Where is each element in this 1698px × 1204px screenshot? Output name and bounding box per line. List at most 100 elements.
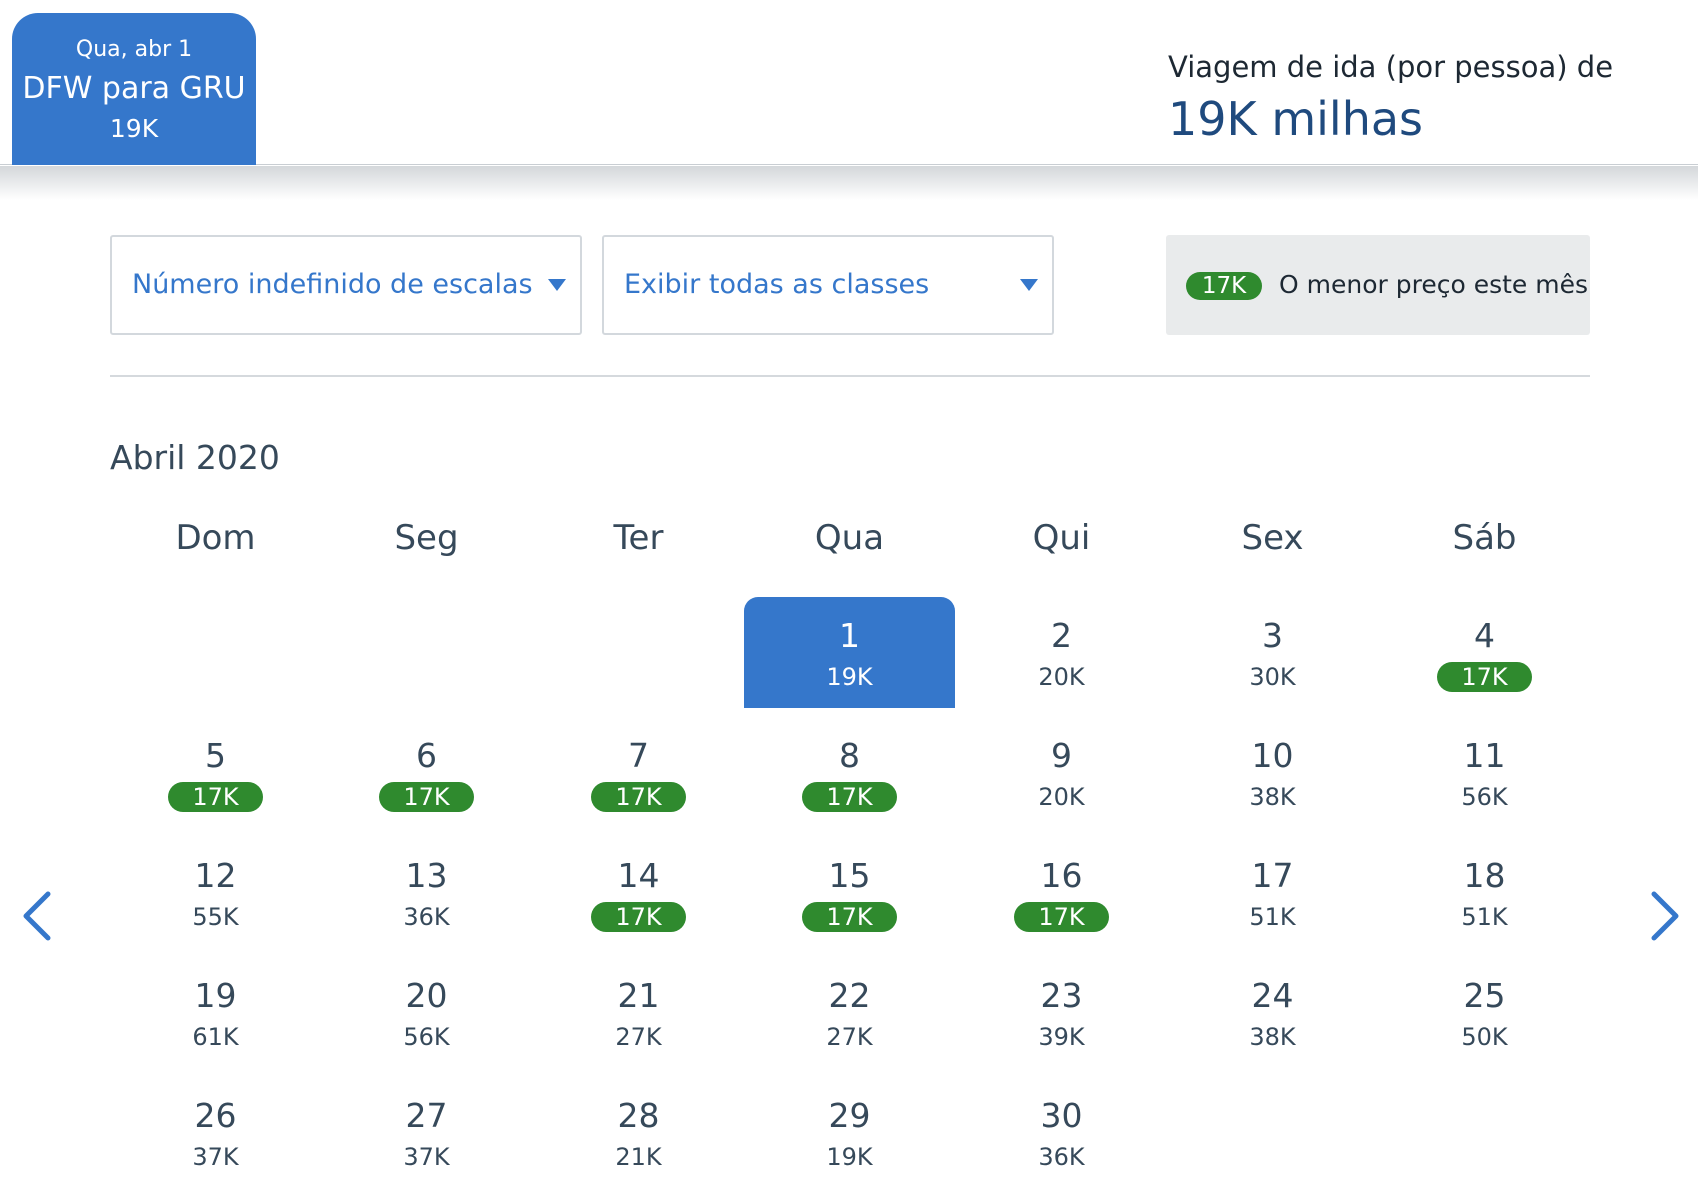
stops-select[interactable]: Número indefinido de escalas: [110, 235, 582, 335]
tab-price: 19K: [109, 114, 159, 143]
day-price: 50K: [1461, 1023, 1508, 1051]
weekday-label: Ter: [613, 518, 664, 558]
divider: [110, 375, 1590, 377]
classes-select-label: Exibir todas as classes: [624, 269, 930, 300]
lowest-price-badge: 17K: [591, 902, 686, 932]
weekday-header: Dom Seg Ter Qua Qui Sex Sáb: [110, 518, 1590, 562]
trip-price: 19K milhas: [1168, 92, 1423, 146]
day-number: 15: [828, 856, 871, 895]
day-cell[interactable]: 14 17K: [533, 837, 744, 957]
day-cell[interactable]: 20 56K: [321, 957, 532, 1077]
day-cell[interactable]: 4 17K: [1379, 597, 1590, 717]
day-cell[interactable]: 28 21K: [533, 1077, 744, 1197]
stops-select-label: Número indefinido de escalas: [132, 269, 533, 300]
day-number: 1: [839, 616, 860, 655]
weekday-label: Qua: [814, 518, 885, 558]
day-cell[interactable]: 23 39K: [956, 957, 1167, 1077]
day-cell[interactable]: 3 30K: [1167, 597, 1378, 717]
day-cell[interactable]: 8 17K: [744, 717, 955, 837]
day-cell[interactable]: 21 27K: [533, 957, 744, 1077]
lowest-price-badge: 17K: [1014, 902, 1109, 932]
day-price: 38K: [1249, 1023, 1296, 1051]
weekday-label: Seg: [394, 518, 459, 558]
day-cell[interactable]: 24 38K: [1167, 957, 1378, 1077]
day-price: 36K: [403, 903, 450, 931]
day-cell[interactable]: 29 19K: [744, 1077, 955, 1197]
selected-date-tab[interactable]: Qua, abr 1 DFW para GRU 19K: [12, 13, 256, 165]
day-cell[interactable]: 15 17K: [744, 837, 955, 957]
day-number: 10: [1251, 736, 1294, 775]
day-number: 17: [1251, 856, 1294, 895]
lowest-price-badge: 17K: [168, 782, 263, 812]
day-cell[interactable]: 27 37K: [321, 1077, 532, 1197]
header: Qua, abr 1 DFW para GRU 19K Viagem de id…: [0, 0, 1698, 165]
day-number: 30: [1040, 1096, 1083, 1135]
lowest-price-badge: 17K: [1186, 272, 1262, 300]
header-shadow: [0, 166, 1698, 200]
day-cell[interactable]: 5 17K: [110, 717, 321, 837]
day-price: 20K: [1038, 663, 1085, 691]
day-cell[interactable]: 16 17K: [956, 837, 1167, 957]
day-cell[interactable]: 2 20K: [956, 597, 1167, 717]
day-number: 29: [828, 1096, 871, 1135]
day-cell[interactable]: 30 36K: [956, 1077, 1167, 1197]
day-cell[interactable]: 12 55K: [110, 837, 321, 957]
day-cell[interactable]: 18 51K: [1379, 837, 1590, 957]
caret-down-icon: [1020, 279, 1038, 291]
day-number: 8: [839, 736, 860, 775]
day-cell[interactable]: 9 20K: [956, 717, 1167, 837]
day-cell[interactable]: 1 19K: [744, 597, 955, 708]
day-price: 21K: [615, 1143, 662, 1171]
day-number: 20: [405, 976, 448, 1015]
day-number: 28: [617, 1096, 660, 1135]
lowest-price-badge: 17K: [591, 782, 686, 812]
day-cell[interactable]: 26 37K: [110, 1077, 321, 1197]
day-price: 55K: [192, 903, 239, 931]
day-cell[interactable]: 17 51K: [1167, 837, 1378, 957]
day-price: 51K: [1461, 903, 1508, 931]
chevron-left-icon[interactable]: [18, 890, 58, 942]
calendar-grid: 1 19K 2 20K 3 30K 4 17K 5 17K 6 17K 7 17K 8 17K 9 20K 10 38…: [110, 597, 1590, 1197]
weekday-label: Sáb: [1452, 518, 1517, 558]
day-cell[interactable]: 19 61K: [110, 957, 321, 1077]
day-cell[interactable]: 6 17K: [321, 717, 532, 837]
day-number: 11: [1463, 736, 1506, 775]
day-number: 2: [1051, 616, 1072, 655]
caret-down-icon: [548, 279, 566, 291]
day-cell[interactable]: 22 27K: [744, 957, 955, 1077]
month-title: Abril 2020: [110, 438, 280, 477]
day-number: 25: [1463, 976, 1506, 1015]
day-number: 27: [405, 1096, 448, 1135]
day-price: 37K: [403, 1143, 450, 1171]
legend-text: O menor preço este mês: [1279, 270, 1588, 299]
day-price: 39K: [1038, 1023, 1085, 1051]
day-price: 19K: [826, 1143, 873, 1171]
day-price: 56K: [1461, 783, 1508, 811]
day-cell[interactable]: 25 50K: [1379, 957, 1590, 1077]
day-cell[interactable]: 10 38K: [1167, 717, 1378, 837]
day-number: 4: [1474, 616, 1495, 655]
day-number: 18: [1463, 856, 1506, 895]
trip-summary: Viagem de ida (por pessoa) de 19K milhas: [1168, 50, 1613, 146]
tab-route: DFW para GRU: [22, 71, 246, 106]
lowest-price-badge: 17K: [379, 782, 474, 812]
day-cell[interactable]: 13 36K: [321, 837, 532, 957]
day-number: 14: [617, 856, 660, 895]
weekday-label: Qui: [1032, 518, 1091, 558]
day-number: 5: [205, 736, 226, 775]
chevron-right-icon[interactable]: [1644, 890, 1684, 942]
day-number: 6: [416, 736, 437, 775]
day-number: 24: [1251, 976, 1294, 1015]
day-price: 27K: [826, 1023, 873, 1051]
classes-select[interactable]: Exibir todas as classes: [602, 235, 1054, 335]
day-price: 37K: [192, 1143, 239, 1171]
day-price: 38K: [1249, 783, 1296, 811]
day-number: 21: [617, 976, 660, 1015]
day-number: 19: [194, 976, 237, 1015]
lowest-price-badge: 17K: [802, 782, 897, 812]
day-cell[interactable]: 11 56K: [1379, 717, 1590, 837]
day-number: 16: [1040, 856, 1083, 895]
day-number: 9: [1051, 736, 1072, 775]
day-cell[interactable]: 7 17K: [533, 717, 744, 837]
lowest-price-badge: 17K: [1437, 662, 1532, 692]
